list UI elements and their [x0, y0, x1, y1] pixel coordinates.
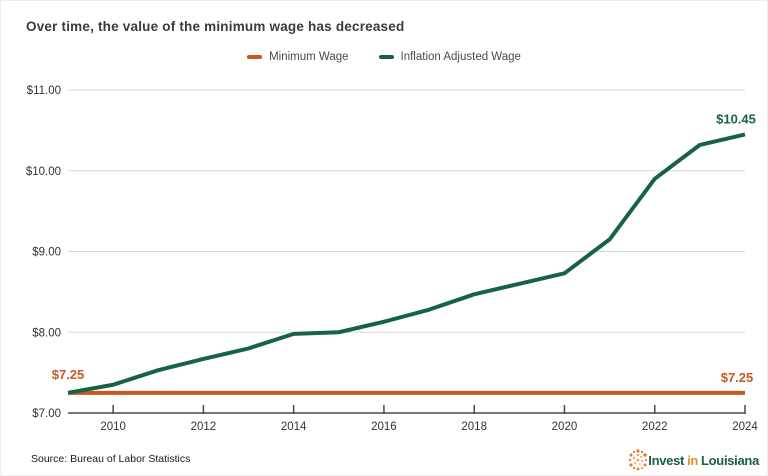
brand-logo: Invest in Louisiana — [626, 447, 759, 474]
annotation-label: $7.25 — [721, 370, 754, 385]
annotation-label: $7.25 — [52, 367, 85, 382]
legend-swatch-minimum-wage — [247, 54, 263, 60]
x-tick-label: 2016 — [371, 421, 397, 433]
x-tick-label: 2018 — [461, 421, 487, 433]
starburst-icon — [629, 449, 648, 471]
y-tick-label: $8.00 — [32, 327, 61, 339]
x-tick-label: 2012 — [191, 421, 217, 433]
legend-label-minimum-wage: Minimum Wage — [269, 51, 349, 63]
x-tick-label: 2010 — [100, 421, 126, 433]
x-tick-label: 2014 — [281, 421, 307, 433]
legend-label-inflation-adjusted-wage: Inflation Adjusted Wage — [400, 51, 521, 63]
legend-item-minimum-wage: Minimum Wage — [247, 51, 349, 63]
logo-text-invest: Invest — [648, 453, 685, 468]
inflation-adjusted-wage-line — [67, 132, 746, 395]
y-tick-label: $7.00 — [32, 408, 61, 420]
source-note: Source: Bureau of Labor Statistics — [31, 453, 191, 465]
legend-item-inflation-adjusted-wage: Inflation Adjusted Wage — [378, 51, 521, 63]
y-tick-label: $11.00 — [27, 85, 61, 97]
y-tick-label: $9.00 — [32, 247, 61, 259]
x-tick-label: 2020 — [552, 421, 578, 433]
logo-text-in: in — [687, 453, 699, 468]
legend-swatch-inflation-adjusted-wage — [378, 54, 394, 60]
annotation-label: $10.45 — [716, 111, 756, 126]
y-tick-label: $10.00 — [26, 166, 61, 178]
logo-text-louisiana: Louisiana — [701, 453, 759, 468]
x-tick-label: 2024 — [732, 421, 758, 433]
x-tick-label: 2022 — [642, 421, 668, 433]
chart-title: Over time, the value of the minimum wage… — [26, 19, 405, 34]
legend: Minimum Wage Inflation Adjusted Wage — [1, 51, 767, 63]
